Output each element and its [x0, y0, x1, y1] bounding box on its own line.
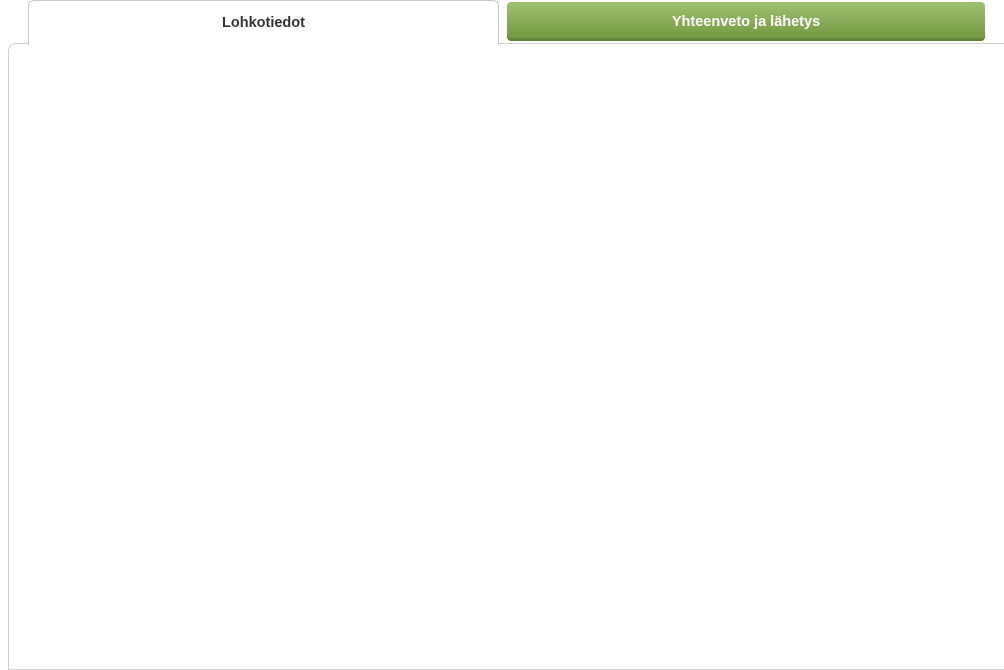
content-panel	[8, 43, 1004, 670]
tab-yhteenveto-ja-lahetys[interactable]: Yhteenveto ja lähetys	[507, 2, 985, 41]
tab-lohkotiedot[interactable]: Lohkotiedot	[28, 0, 499, 45]
